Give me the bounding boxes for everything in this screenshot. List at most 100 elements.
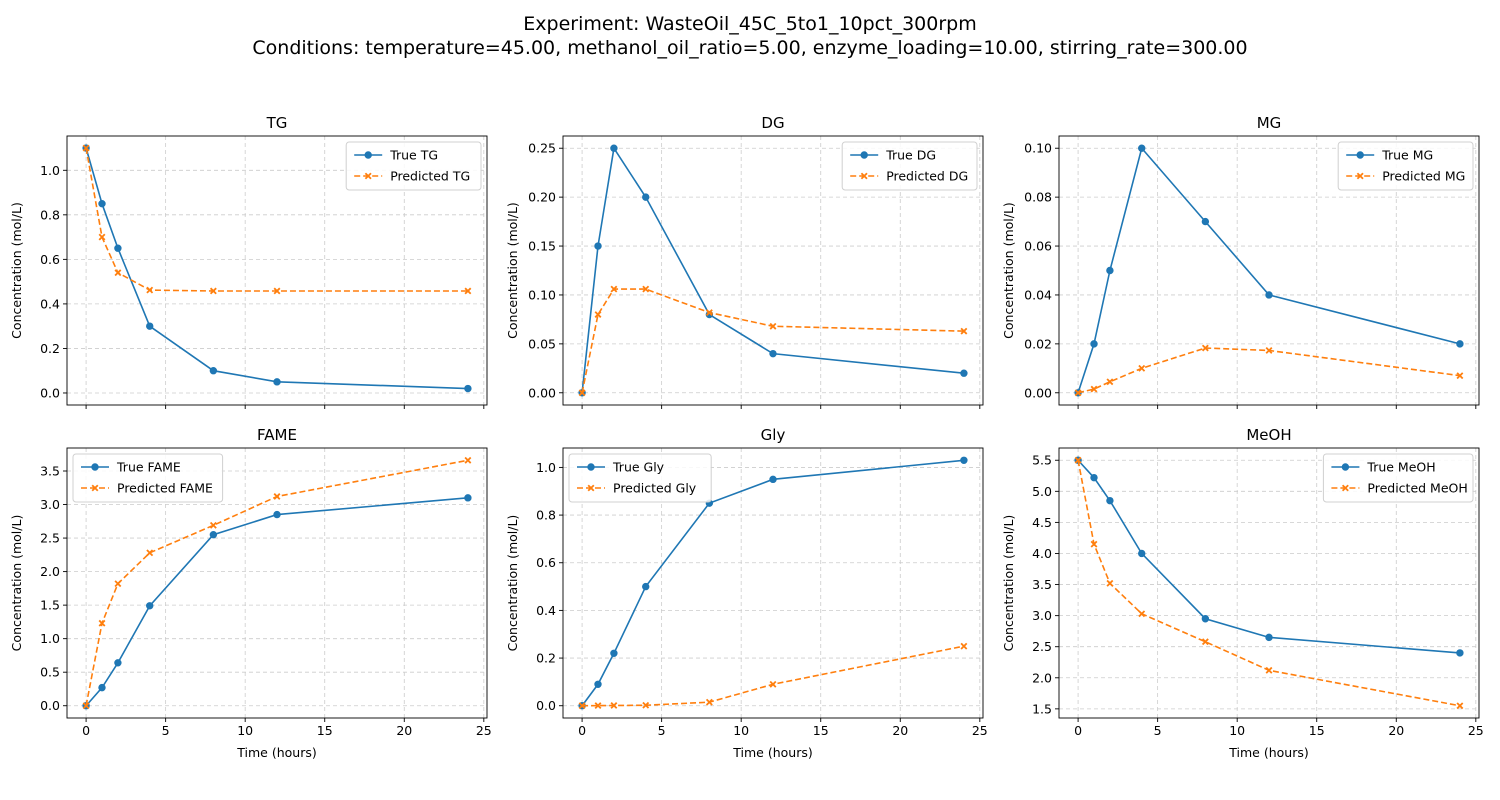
legend-swatch-marker: [364, 151, 372, 159]
legend-swatch-marker: [587, 484, 595, 492]
data-point: [610, 285, 618, 293]
x-tick-label: 5: [1154, 723, 1162, 738]
y-axis-label: Concentration (mol/L): [9, 515, 24, 652]
legend-label: Predicted Gly: [613, 481, 697, 496]
legend: True MG Predicted MG: [1337, 141, 1474, 191]
chart-panel-mg: 0.00 0.02 0.04 0.06 0.08 0.10 MG Concentration …: [1001, 114, 1480, 409]
y-tick-label: 0.05: [528, 336, 556, 351]
x-marker-stroke: [1201, 638, 1209, 646]
data-point: [1106, 496, 1114, 505]
y-tick-label: 0.8: [40, 207, 60, 222]
legend-label: True MeOH: [1366, 460, 1435, 475]
y-tick-label: 4.0: [1032, 546, 1052, 561]
x-marker-stroke: [594, 311, 602, 318]
plot-frame: [562, 447, 984, 719]
figure-title-line2: Conditions: temperature=45.00, methanol_…: [252, 37, 1248, 59]
legend: True DG Predicted DG: [841, 141, 978, 191]
data-point: [146, 602, 154, 610]
x-marker-stroke: [1138, 364, 1146, 372]
data-point: [146, 549, 154, 557]
legend-label: Predicted TG: [390, 169, 470, 184]
legend-label: Predicted MG: [1382, 169, 1465, 184]
x-marker-stroke: [82, 144, 90, 152]
series-line-predicted-gly: [582, 645, 965, 707]
series-line-true-fame: [85, 497, 468, 707]
y-tick-label: 0.00: [1024, 385, 1052, 400]
data-point: [98, 199, 106, 208]
x-tick-label: 20: [396, 723, 412, 738]
legend-swatch-marker: [860, 172, 868, 180]
data-point: [1265, 291, 1273, 299]
chart-panel-fame: 0 5 10 15 20 25 0.0 0.5 1.0 1.5 2.0 2.5 3.0 3.5 FAME Co…: [9, 426, 492, 760]
legend: True Gly Predicted Gly: [568, 453, 712, 503]
data-point: [1201, 615, 1210, 623]
data-point: [769, 475, 777, 484]
data-point: [594, 702, 602, 710]
figure-title-line1: Experiment: WasteOil_45C_5to1_10pct_300r…: [523, 13, 977, 35]
data-point: [705, 698, 713, 706]
data-point: [1090, 340, 1098, 348]
data-point: [610, 702, 618, 709]
x-tick-label: 10: [733, 723, 749, 738]
data-point: [464, 456, 472, 464]
x-marker-stroke: [82, 702, 90, 710]
data-point: [1201, 344, 1209, 352]
data-point: [1456, 372, 1464, 380]
chart-panel-tg: 0.0 0.2 0.4 0.6 0.8 1.0 TG Concentration (mol/L…: [9, 114, 488, 409]
y-tick-label: 2.0: [40, 564, 60, 579]
data-point: [1456, 340, 1464, 348]
x-marker-stroke: [273, 493, 281, 500]
data-point: [578, 702, 586, 710]
data-point: [1106, 579, 1114, 587]
legend-swatch-marker: [1341, 484, 1349, 492]
data-point: [960, 369, 968, 377]
y-tick-label: 5.5: [1032, 453, 1052, 468]
y-tick-label: 0.2: [536, 651, 556, 666]
x-marker-stroke: [1090, 385, 1098, 393]
x-tick-label: 0: [578, 723, 586, 738]
data-point: [594, 680, 602, 688]
x-tick-label: 20: [1388, 723, 1404, 738]
series-line-predicted-dg: [581, 288, 964, 393]
chart-title: DG: [761, 114, 784, 132]
legend-swatch-marker: [91, 463, 99, 471]
data-point: [98, 619, 106, 627]
data-point: [578, 389, 586, 397]
data-point: [1090, 473, 1098, 482]
data-point: [1265, 633, 1273, 642]
x-tick-label: 10: [237, 723, 253, 738]
y-tick-label: 0.2: [40, 341, 60, 356]
y-tick-label: 0.08: [1024, 190, 1052, 205]
y-tick-label: 0.02: [1024, 336, 1052, 351]
legend-label: Predicted DG: [886, 169, 968, 184]
data-point: [705, 309, 713, 316]
x-tick-label: 0: [82, 723, 90, 738]
legend-label: True DG: [885, 148, 936, 163]
legend-box: [568, 453, 712, 503]
data-point: [594, 311, 602, 318]
data-point: [464, 494, 472, 502]
data-point: [114, 659, 122, 667]
data-point: [610, 649, 618, 658]
data-point: [769, 322, 777, 330]
legend-label: True TG: [389, 148, 438, 163]
x-marker-stroke: [1341, 484, 1349, 492]
legend: True FAME Predicted FAME: [72, 453, 224, 503]
x-marker-stroke: [610, 285, 618, 293]
data-point: [273, 510, 281, 519]
data-point: [642, 285, 650, 293]
x-marker-stroke: [91, 484, 99, 492]
x-marker-stroke: [1106, 579, 1114, 587]
chart-panel-meoh: 0 5 10 15 20 25 1.5 2.0 2.5 3.0 3.5 4.0 4.5 5.0 5.5 MeO…: [1001, 426, 1484, 760]
data-point: [1265, 347, 1273, 354]
x-tick-label: 5: [162, 723, 170, 738]
y-tick-label: 1.0: [40, 163, 60, 178]
legend-swatch-marker: [1356, 151, 1364, 159]
y-axis-label: Concentration (mol/L): [1001, 202, 1016, 339]
x-tick-label: 20: [892, 723, 908, 738]
x-tick-label: 15: [813, 723, 829, 738]
legend-swatch-marker: [364, 172, 372, 180]
x-marker-stroke: [705, 309, 713, 316]
x-tick-label: 25: [972, 723, 988, 738]
